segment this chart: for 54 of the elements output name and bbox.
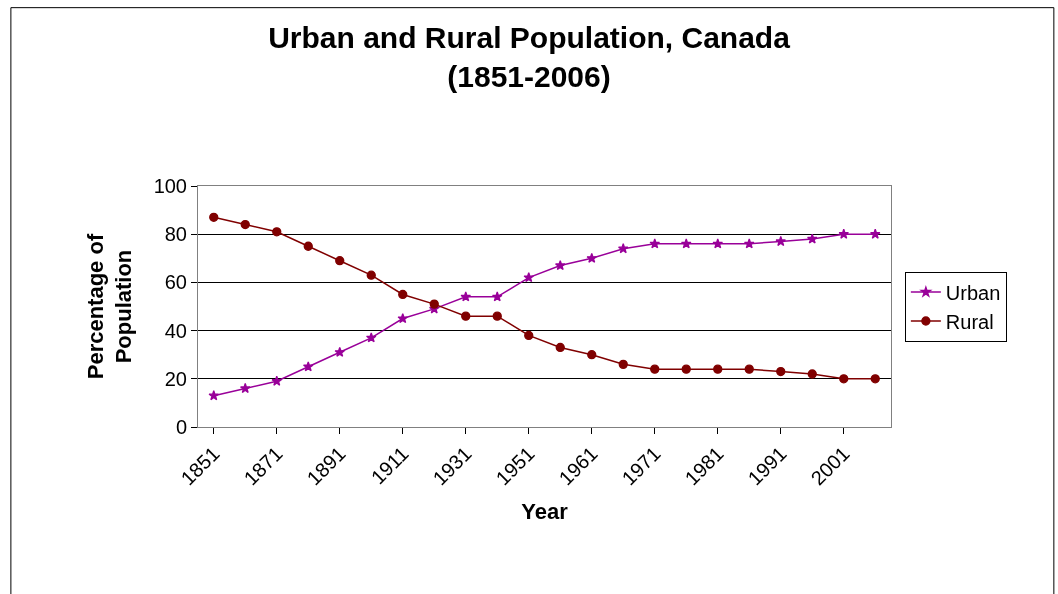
- point: [806, 233, 818, 244]
- chart-title: Urban and Rural Population, Canada (1851-2006): [268, 20, 791, 93]
- point: [397, 313, 409, 324]
- y-tick-label: 80: [164, 223, 187, 246]
- point: [869, 228, 881, 239]
- point: [491, 291, 503, 302]
- y-tick-label: 40: [164, 319, 187, 342]
- point: [649, 238, 661, 249]
- point: [744, 364, 754, 374]
- point: [712, 238, 724, 249]
- y-tick-label: 100: [153, 175, 187, 197]
- point: [776, 366, 786, 377]
- point: [555, 342, 565, 353]
- point: [775, 235, 787, 247]
- y-tick-label: 60: [164, 271, 187, 294]
- point: [524, 330, 534, 341]
- point: [303, 241, 313, 251]
- point: [807, 369, 817, 379]
- point: [365, 332, 377, 343]
- point: [209, 212, 219, 222]
- point: [240, 219, 250, 230]
- point: [334, 346, 346, 357]
- point: [617, 243, 629, 254]
- point: [743, 238, 755, 249]
- point: [492, 311, 502, 321]
- point: [335, 256, 345, 266]
- point: [366, 270, 376, 280]
- y-tick-label: 20: [164, 367, 187, 390]
- point: [398, 289, 408, 300]
- point: [460, 291, 472, 302]
- point: [586, 252, 598, 263]
- point: [713, 364, 723, 374]
- point: [650, 364, 660, 374]
- point: [839, 374, 849, 384]
- y-axis-title: Percentage of Population: [82, 233, 137, 380]
- point: [870, 374, 880, 384]
- legend-label: Rural: [945, 310, 994, 333]
- x-axis-title: Year: [521, 499, 569, 525]
- point: [618, 359, 628, 369]
- point: [208, 390, 220, 401]
- point: [681, 364, 691, 374]
- point: [680, 238, 692, 249]
- point: [838, 228, 850, 239]
- point: [554, 259, 566, 271]
- point: [302, 361, 314, 372]
- point: [429, 299, 439, 309]
- point: [461, 311, 471, 321]
- point: [271, 375, 283, 386]
- legend-label: Urban: [945, 281, 1001, 304]
- y-tick-label: 0: [175, 416, 187, 438]
- point: [587, 350, 597, 360]
- point: [239, 382, 251, 394]
- point: [272, 227, 282, 237]
- point: [523, 272, 535, 283]
